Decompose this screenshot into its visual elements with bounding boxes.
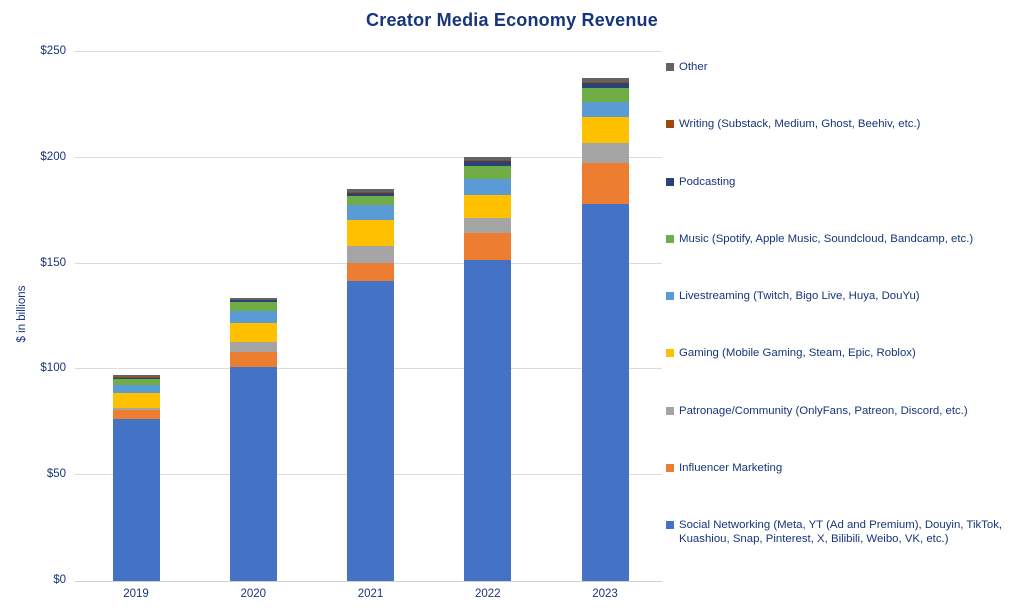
x-tick-label: 2021	[357, 588, 384, 600]
bar-segment	[347, 189, 394, 193]
bar-segment	[581, 162, 629, 205]
bar-segment	[581, 204, 629, 581]
bar-segment	[464, 165, 512, 180]
bar-segment	[229, 311, 277, 323]
bar-segment	[112, 375, 160, 378]
y-tick-label: $50	[46, 468, 66, 481]
bar-segment	[347, 192, 394, 193]
bar-2022	[464, 157, 512, 581]
y-tick-label: $100	[40, 362, 66, 375]
chart-title: Creator Media Economy Revenue	[366, 10, 658, 30]
bar-segment	[464, 160, 512, 166]
legend-label: Social Networking (Meta, YT (Ad and Prem…	[679, 519, 1003, 546]
plot-area	[75, 51, 662, 582]
bar-segment	[229, 300, 277, 303]
legend-swatch-icon	[666, 234, 674, 243]
bar-2019	[112, 375, 160, 581]
bar-segment	[229, 297, 277, 300]
legend-swatch-icon	[666, 63, 674, 71]
bar-segment	[347, 219, 394, 247]
bar-2020	[229, 297, 277, 581]
bar-segment	[347, 196, 394, 206]
x-tick-label: 2022	[474, 588, 501, 600]
bar-segment	[347, 192, 394, 197]
y-tick-label: $250	[40, 45, 66, 57]
bar-2023	[581, 77, 629, 581]
legend-label: Podcasting	[679, 175, 736, 188]
bar-segment	[464, 218, 512, 234]
bar-segment	[229, 367, 277, 581]
legend-swatch-icon	[666, 463, 674, 472]
bar-segment	[464, 179, 512, 195]
legend-item: Writing (Substack, Medium, Ghost, Beehiv…	[666, 117, 1019, 131]
legend-item: Podcasting	[666, 175, 1019, 189]
legend-label: Influencer Marketing	[679, 461, 783, 474]
bar-segment	[112, 377, 160, 380]
legend-label: Other	[679, 61, 708, 73]
bar-segment	[581, 142, 629, 163]
legend-item: Livestreaming (Twitch, Bigo Live, Huya, …	[666, 289, 1019, 303]
bar-segment	[464, 260, 512, 581]
legend-item: Other	[666, 60, 1019, 74]
legend-swatch-icon	[666, 521, 674, 529]
x-tick-label: 2019	[123, 588, 149, 600]
legend-label: Music (Spotify, Apple Music, Soundcloud,…	[679, 232, 974, 245]
legend-label: Gaming (Mobile Gaming, Steam, Epic, Robl…	[679, 347, 916, 360]
gridline	[75, 581, 662, 582]
bar-2021	[347, 189, 394, 581]
bar-segment	[112, 410, 160, 420]
legend-label: Livestreaming (Twitch, Bigo Live, Huya, …	[679, 290, 920, 302]
legend-swatch-icon	[666, 177, 674, 186]
legend-swatch-icon	[666, 406, 674, 415]
bar-segment	[581, 88, 629, 102]
bar-segment	[464, 157, 512, 161]
bar-segment	[581, 116, 629, 143]
legend-swatch-icon	[666, 349, 674, 358]
legend-item: Music (Spotify, Apple Music, Soundcloud,…	[666, 232, 1019, 246]
bar-segment	[347, 280, 394, 581]
legend-item: Influencer Marketing	[666, 461, 1019, 475]
legend-label: Writing (Substack, Medium, Ghost, Beehiv…	[679, 118, 921, 131]
y-axis-label: $ in billions	[16, 285, 28, 343]
bar-segment	[229, 322, 277, 343]
bar-segment	[464, 233, 512, 261]
legend-swatch-icon	[666, 120, 674, 129]
bar-segment	[112, 419, 160, 581]
bar-segment	[581, 81, 629, 84]
bar-segment	[229, 351, 277, 368]
bar-segment	[229, 299, 277, 301]
gridline	[75, 51, 662, 52]
bar-segment	[112, 379, 160, 385]
bar-segment	[229, 342, 277, 352]
legend-item: Gaming (Mobile Gaming, Steam, Epic, Robl…	[666, 346, 1019, 360]
y-tick-label: $150	[40, 256, 66, 269]
bar-segment	[112, 407, 160, 411]
gridline	[75, 156, 662, 158]
bar-segment	[581, 77, 629, 82]
legend-item: Social Networking (Meta, YT (Ad and Prem…	[666, 518, 1019, 547]
bar-segment	[464, 194, 512, 219]
legend-swatch-icon	[666, 292, 674, 300]
bar-segment	[464, 160, 512, 161]
y-tick-label: $0	[53, 574, 66, 586]
legend-label: Patronage/Community (OnlyFans, Patreon, …	[679, 404, 968, 417]
bar-segment	[112, 384, 160, 394]
bar-segment	[347, 262, 394, 281]
bar-segment	[112, 393, 160, 408]
y-tick-label: $200	[40, 150, 66, 163]
bar-segment	[347, 205, 394, 220]
bar-segment	[581, 101, 629, 117]
x-tick-label: 2023	[592, 588, 618, 600]
bar-segment	[581, 83, 629, 89]
bar-segment	[229, 302, 277, 312]
bar-segment	[347, 246, 394, 263]
x-tick-label: 2020	[240, 588, 267, 600]
legend-item: Patronage/Community (OnlyFans, Patreon, …	[666, 404, 1019, 418]
